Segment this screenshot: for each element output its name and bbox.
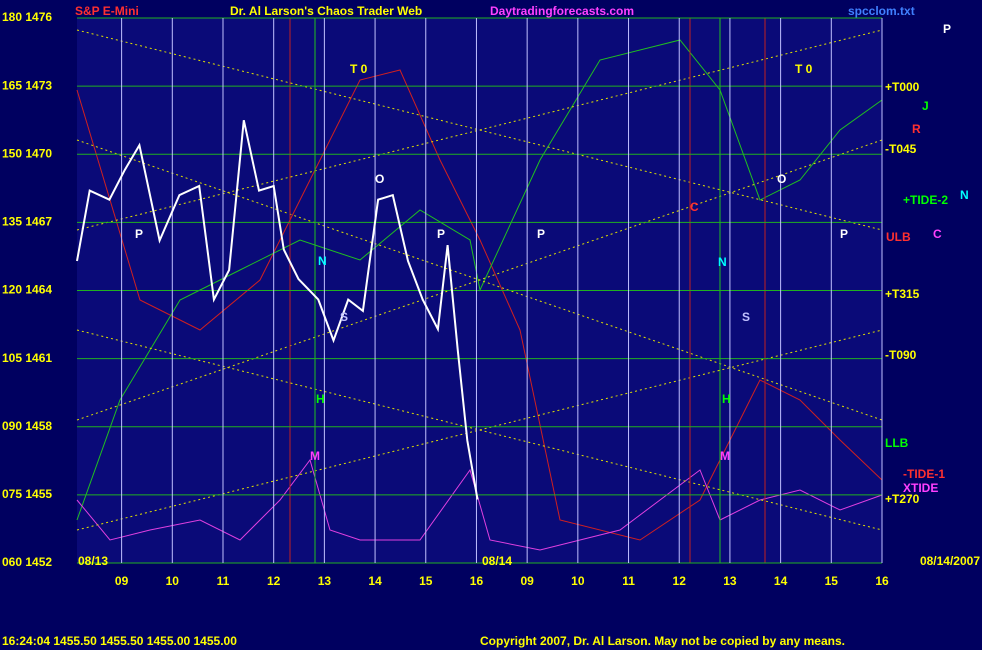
y-tick-label: 150 1470: [2, 146, 52, 160]
annotation: ULB: [886, 230, 911, 244]
x-tick-label: 10: [166, 574, 180, 588]
y-tick-label: 060 1452: [2, 555, 52, 569]
annotation: T 0: [350, 62, 368, 76]
diagonal: [76, 29, 883, 231]
annotation: J: [922, 99, 929, 113]
file: spcclom.txt: [848, 4, 915, 18]
annotation: M: [720, 449, 730, 463]
diagonal: [76, 139, 883, 421]
date-label: 08/14: [482, 554, 512, 568]
x-tick-label: 16: [470, 574, 484, 588]
annotation: -TIDE-1: [903, 467, 945, 481]
annotation: -T090: [885, 348, 917, 362]
annotation: +T315: [885, 287, 920, 301]
x-tick-label: 09: [520, 574, 534, 588]
x-tick-label: 12: [673, 574, 687, 588]
diagonal: [76, 329, 883, 531]
y-tick-label: 180 1476: [2, 10, 52, 24]
annotation: H: [316, 392, 325, 406]
annotation: P: [437, 227, 445, 241]
copyright: Copyright 2007, Dr. Al Larson. May not b…: [480, 634, 845, 648]
annotation: C: [933, 227, 942, 241]
chart-title: Dr. Al Larson's Chaos Trader Web: [230, 4, 422, 18]
x-tick-label: 16: [875, 574, 889, 588]
x-tick-label: 09: [115, 574, 129, 588]
x-tick-label: 12: [267, 574, 281, 588]
x-tick-label: 13: [318, 574, 332, 588]
annotation: N: [718, 255, 727, 269]
annotation: N: [318, 254, 327, 268]
y-tick-label: 075 1455: [2, 487, 52, 501]
date-label: 08/14/2007: [920, 554, 980, 568]
annotation: P: [135, 227, 143, 241]
annotation: H: [722, 392, 731, 406]
annotation: T 0: [795, 62, 813, 76]
diagonal: [76, 29, 883, 231]
x-tick-label: 14: [368, 574, 382, 588]
price-line: [76, 119, 479, 500]
annotation: P: [537, 227, 545, 241]
annotation: +TIDE-2: [903, 193, 948, 207]
annotation: P: [840, 227, 848, 241]
annotation: -T045: [885, 142, 917, 156]
annotation: C: [690, 200, 699, 214]
annotation: O: [375, 172, 384, 186]
x-tick-label: 15: [825, 574, 839, 588]
curve: [76, 69, 883, 541]
subtitle: S&P E-Mini: [75, 4, 139, 18]
x-tick-label: 10: [571, 574, 585, 588]
annotation: S: [742, 310, 750, 324]
annotation: XTIDE: [903, 481, 938, 495]
annotation: N: [960, 188, 969, 202]
x-tick-label: 15: [419, 574, 433, 588]
annotation: M: [310, 449, 320, 463]
annotation: R: [912, 122, 921, 136]
x-tick-label: 11: [217, 574, 230, 588]
y-tick-label: 135 1467: [2, 215, 52, 229]
annotation: +T000: [885, 80, 920, 94]
quote: 16:24:04 1455.50 1455.50 1455.00 1455.00: [2, 634, 237, 648]
y-tick-label: 165 1473: [2, 78, 52, 92]
x-tick-label: 14: [774, 574, 788, 588]
x-tick-label: 13: [723, 574, 737, 588]
x-tick-label: 11: [622, 574, 635, 588]
y-tick-label: 105 1461: [2, 351, 52, 365]
curve: [76, 458, 883, 551]
y-tick-label: 120 1464: [2, 283, 52, 297]
annotation: +T270: [885, 492, 920, 506]
date-label: 08/13: [78, 554, 108, 568]
annotation: LLB: [885, 436, 909, 450]
site: Daytradingforecasts.com: [490, 4, 634, 18]
annotation: S: [340, 310, 348, 324]
annotation: P: [943, 22, 951, 36]
annotation: O: [777, 172, 786, 186]
diagonal: [76, 329, 883, 531]
y-tick-label: 090 1458: [2, 419, 52, 433]
decor: [76, 18, 883, 563]
